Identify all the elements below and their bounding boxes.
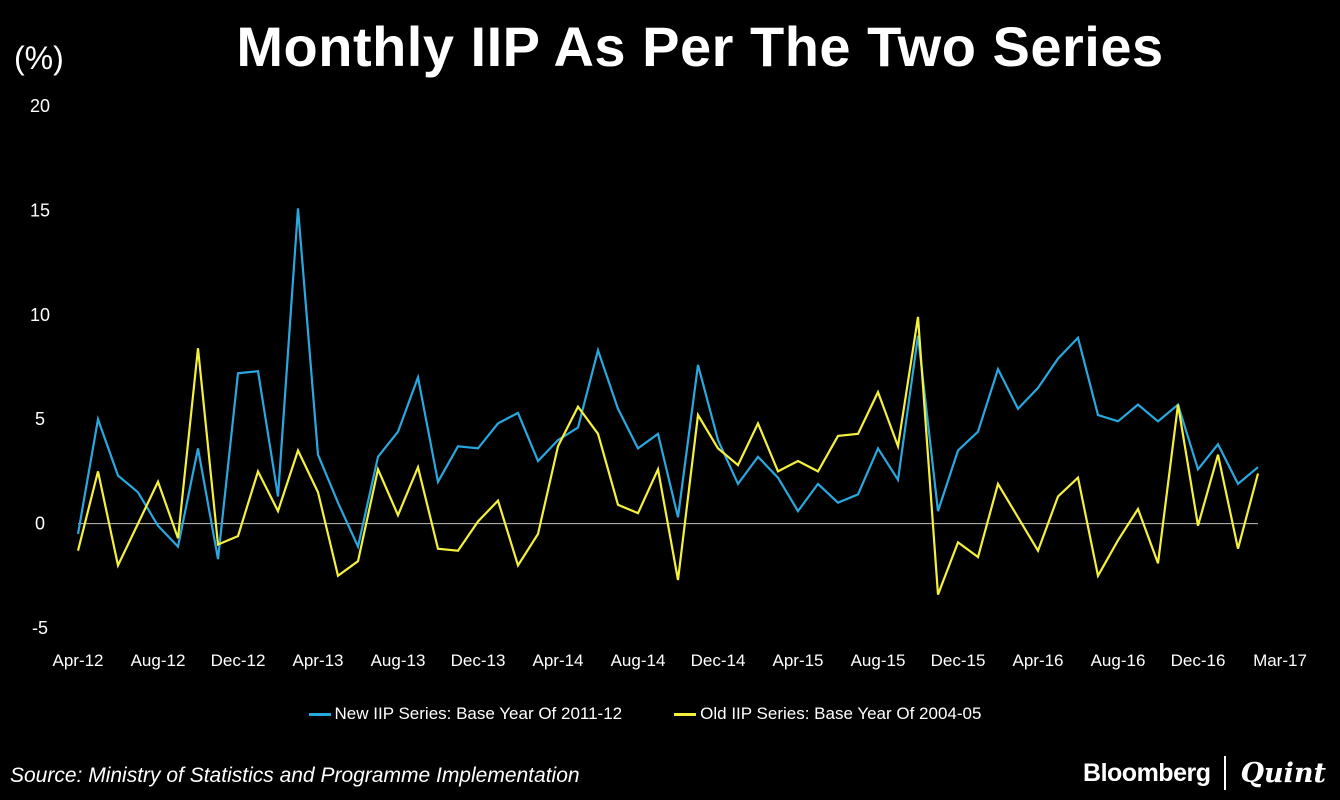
legend-swatch-old-series: [674, 712, 697, 716]
chart-title: Monthly IIP As Per The Two Series: [236, 15, 1164, 78]
x-tick-label: Apr-12: [52, 651, 103, 670]
x-tick-label: Aug-13: [371, 651, 426, 670]
legend-label-old-series: Old IIP Series: Base Year Of 2004-05: [700, 704, 982, 723]
x-tick-label: Dec-14: [691, 651, 746, 670]
legend-label-new-series: New IIP Series: Base Year Of 2011-12: [334, 704, 623, 723]
x-tick-label: Aug-16: [1091, 651, 1146, 670]
x-tick-label: Dec-16: [1171, 651, 1226, 670]
bloomberg-logo: Bloomberg: [1083, 758, 1211, 787]
y-tick-label: 5: [35, 409, 45, 429]
y-axis-unit-label: (%): [14, 40, 64, 76]
x-tick-label: Aug-14: [611, 651, 666, 670]
x-tick-label: Apr-13: [292, 651, 343, 670]
y-tick-label: 20: [30, 96, 50, 116]
legend-item-new-series: New IIP Series: Base Year Of 2011-12: [308, 704, 623, 724]
series-line-new-iip: [76, 208, 1259, 560]
x-tick-label: Dec-12: [211, 651, 266, 670]
x-tick-label: Aug-12: [131, 651, 186, 670]
y-tick-label: -5: [32, 618, 48, 638]
x-tick-label: Apr-14: [532, 651, 583, 670]
x-tick-label: Aug-15: [851, 651, 906, 670]
x-tick-label: Dec-13: [451, 651, 506, 670]
brand-divider: [1224, 756, 1227, 790]
x-tick-label: Apr-15: [772, 651, 823, 670]
quint-logo: Quint: [1240, 757, 1326, 789]
y-tick-label: 15: [30, 200, 50, 220]
legend-item-old-series: Old IIP Series: Base Year Of 2004-05: [674, 704, 981, 724]
legend-swatch-new-series: [308, 712, 331, 716]
y-tick-label: 0: [35, 514, 45, 534]
series-line-old-iip: [76, 316, 1260, 595]
source-note: Source: Ministry of Statistics and Progr…: [10, 764, 580, 787]
y-tick-label: 10: [30, 305, 50, 325]
x-tick-label: Mar-17: [1253, 651, 1307, 670]
x-tick-label: Apr-16: [1012, 651, 1063, 670]
line-chart: -5 0 5 10 15 20 Apr-12 Aug-12 Dec-12 Apr-13 Aug-13…: [30, 96, 1307, 670]
brand-logo: Bloomberg Quint: [1083, 756, 1326, 790]
x-tick-label: Dec-15: [931, 651, 986, 670]
chart-legend: New IIP Series: Base Year Of 2011-12 Old…: [0, 704, 1290, 724]
